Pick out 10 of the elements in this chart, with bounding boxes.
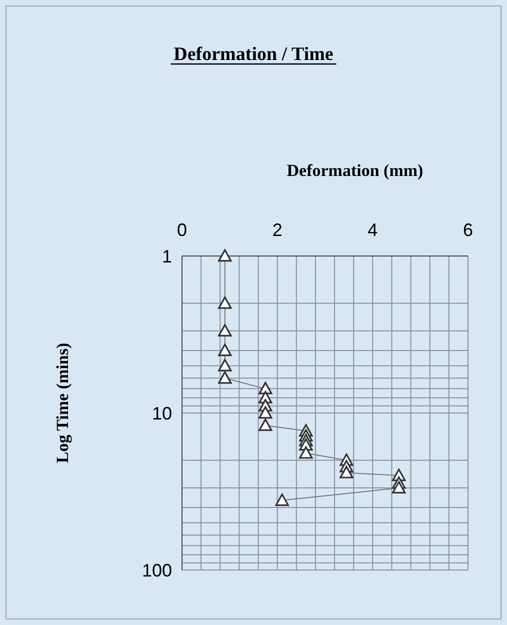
- x-tick-label: 4: [368, 220, 378, 240]
- x-axis-title: Deformation (mm): [286, 161, 424, 180]
- y-tick-label: 100: [142, 560, 172, 580]
- x-tick-label: 0: [176, 220, 188, 240]
- x-tick-label: 6: [462, 220, 474, 240]
- y-tick-label: 10: [152, 403, 172, 424]
- x-tick-label: 2: [272, 220, 282, 240]
- chart-title: Deformation / Time: [174, 44, 334, 65]
- y-axis-title: Log Time (mins): [53, 342, 72, 464]
- y-tick-label: 1: [162, 246, 172, 266]
